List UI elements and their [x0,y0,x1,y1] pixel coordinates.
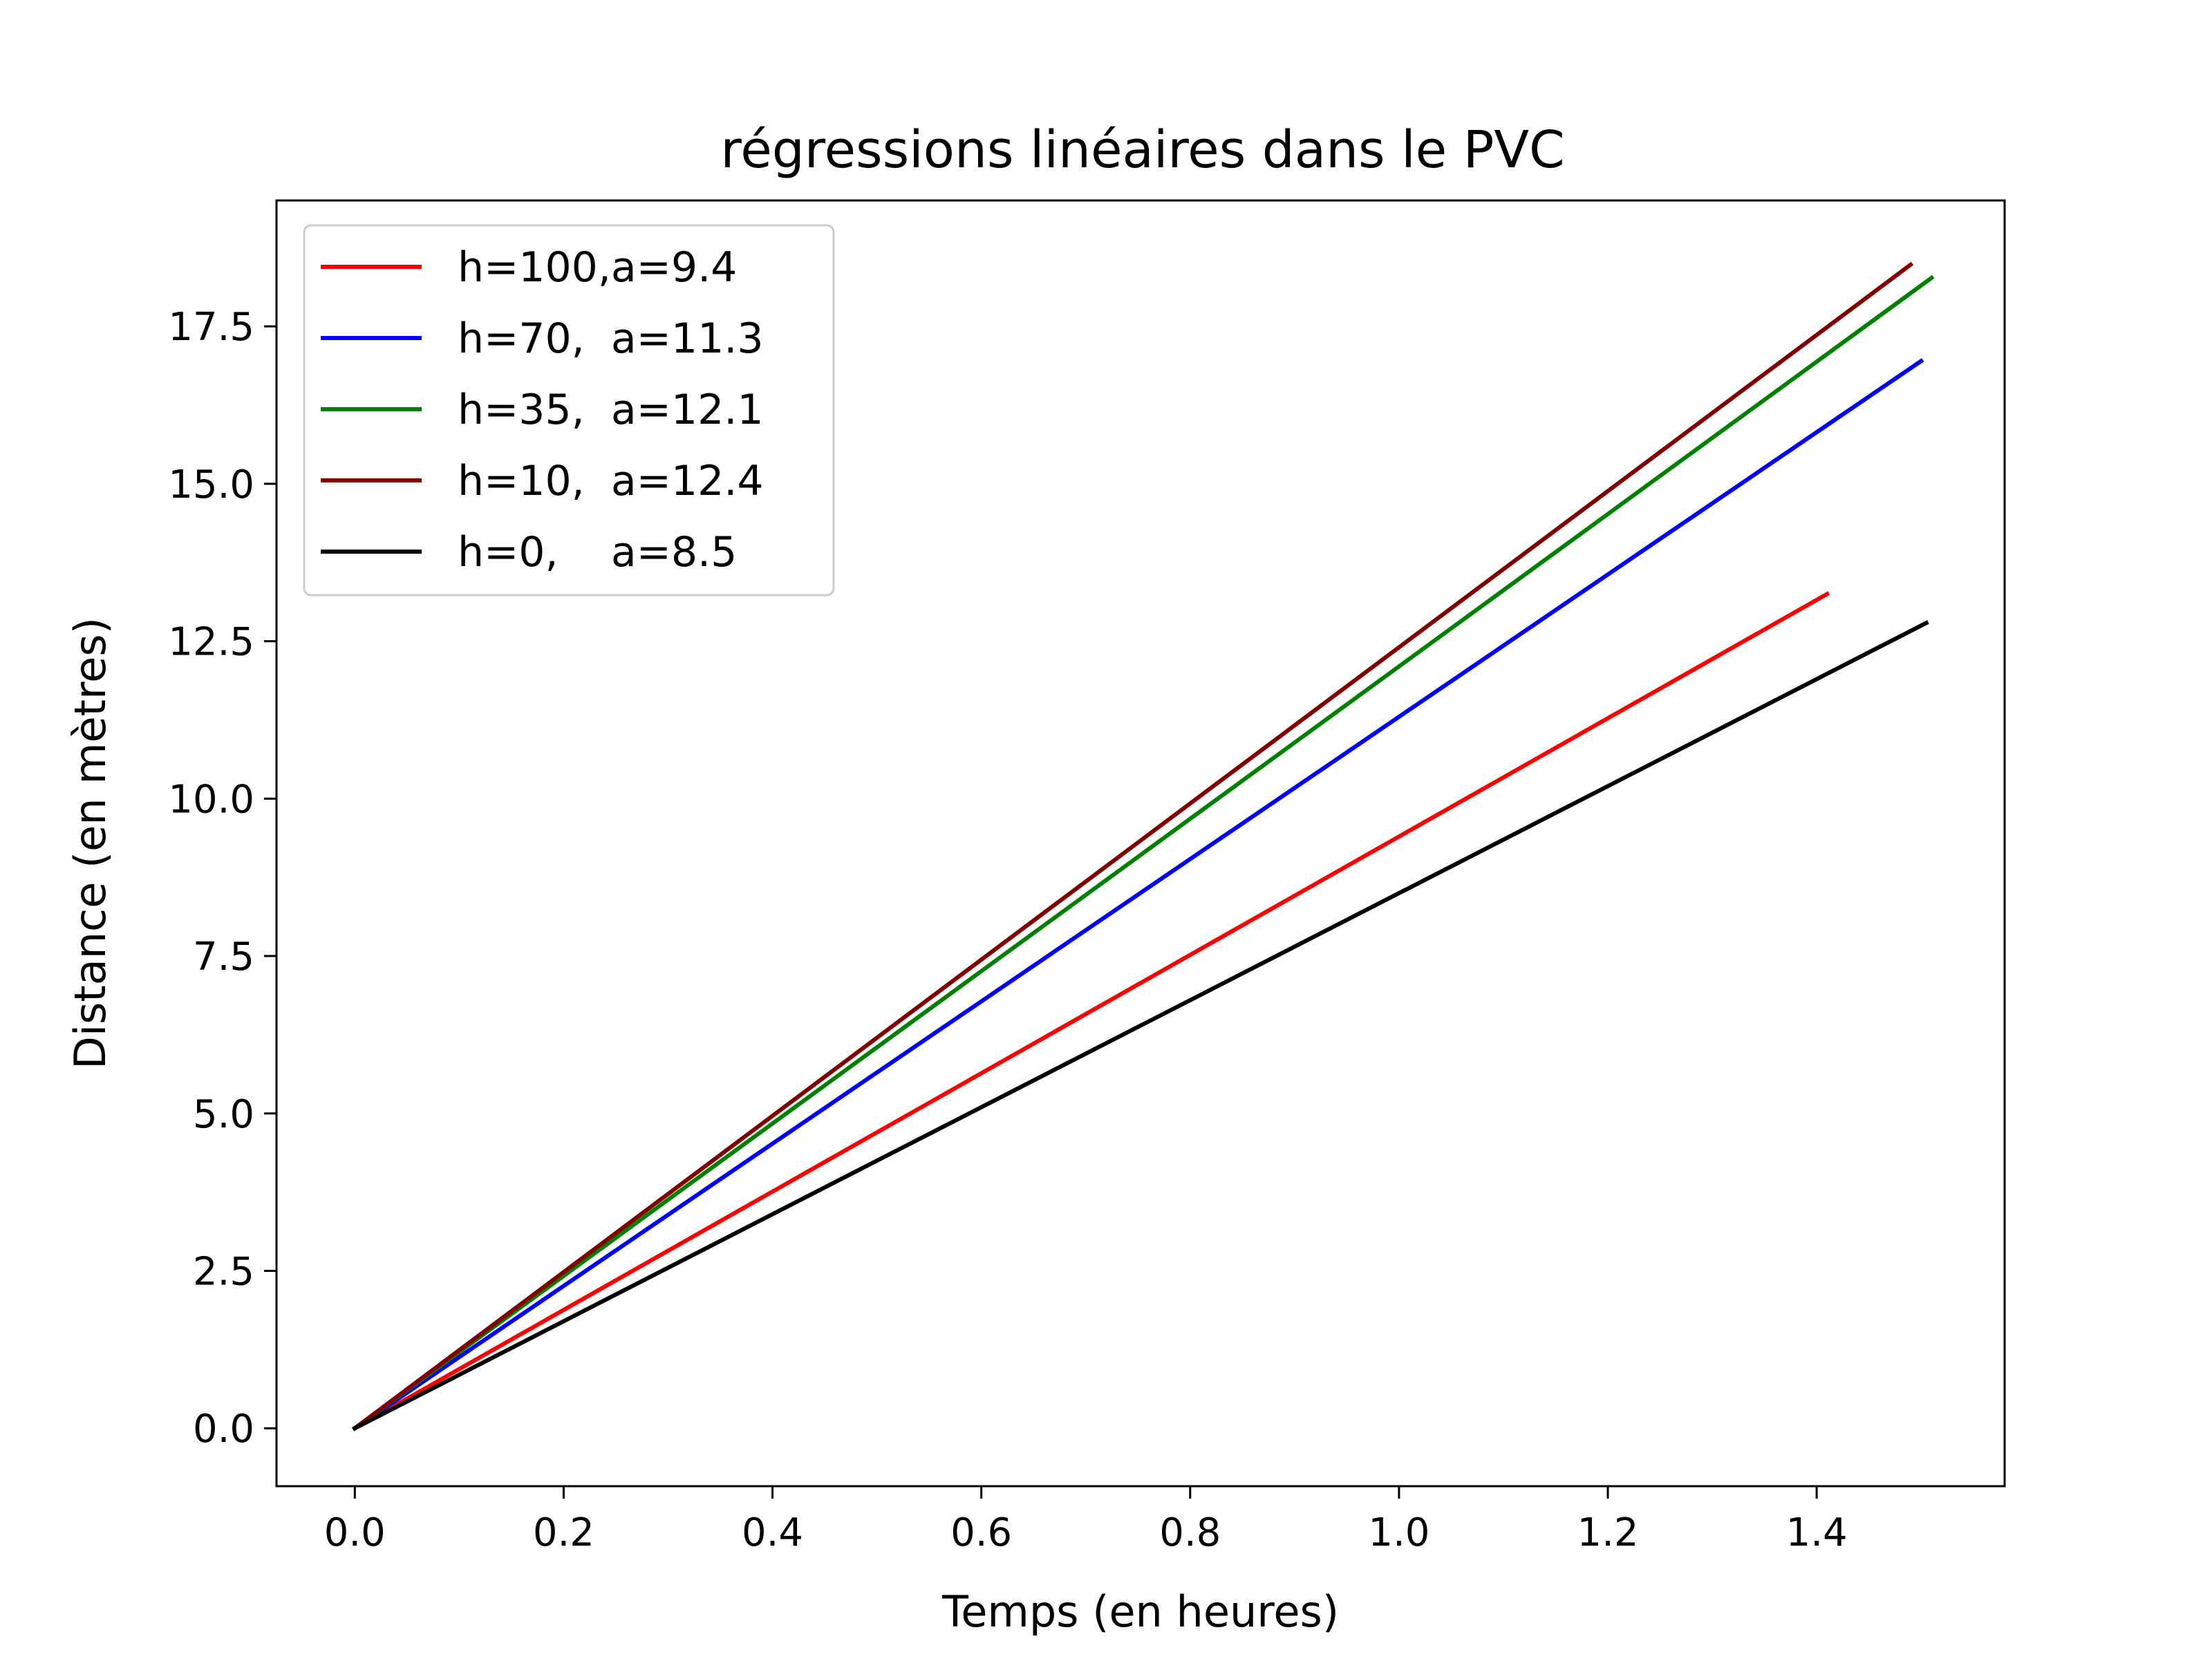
y-axis-label: Distance (en mètres) [65,617,115,1069]
x-tick-label: 1.2 [1577,1510,1638,1555]
x-axis-ticks: 0.0 0.2 0.4 0.6 0.8 1.0 1.2 1.4 [324,1486,1848,1555]
legend-label: h=10, a=12.4 [458,457,764,505]
x-tick-label: 0.0 [324,1510,386,1555]
x-tick-label: 0.2 [533,1510,594,1555]
series-line-2 [352,274,1935,1432]
legend-label: h=70, a=11.3 [458,315,764,363]
x-axis-label: Temps (en heures) [941,1586,1339,1637]
plot-frame [275,199,2006,1488]
y-tick-label: 12.5 [168,620,254,665]
legend-label: h=35, a=12.1 [458,386,764,434]
x-tick-label: 0.4 [742,1510,803,1555]
series-line-3 [352,261,1914,1432]
y-tick-label: 10.0 [168,777,254,822]
series-layer [352,261,1935,1432]
y-tick-label: 0.0 [193,1407,254,1452]
series-line-1 [352,358,1924,1432]
x-tick-label: 0.6 [950,1510,1012,1555]
legend-label: h=0, a=8.5 [458,528,737,577]
y-tick-label: 2.5 [193,1249,254,1294]
x-tick-label: 0.8 [1159,1510,1221,1555]
series-line-4 [352,620,1929,1432]
y-tick-label: 5.0 [193,1092,254,1137]
y-tick-label: 7.5 [193,935,254,980]
y-tick-label: 17.5 [168,305,254,350]
x-tick-label: 1.0 [1368,1510,1430,1555]
legend-label: h=100,a=9.4 [458,243,737,292]
legend-box [303,224,835,597]
legend: h=100,a=9.4 h=70, a=11.3 h=35, a=12.1 h=10,… [303,224,835,597]
chart-title: régressions linéaires dans le PVC [720,120,1564,180]
x-tick-label: 1.4 [1786,1510,1848,1555]
series-line-0 [352,591,1830,1432]
y-axis-ticks: 0.0 2.5 5.0 7.5 10.0 12.5 15.0 17.5 [168,305,276,1452]
y-tick-label: 15.0 [168,462,254,507]
